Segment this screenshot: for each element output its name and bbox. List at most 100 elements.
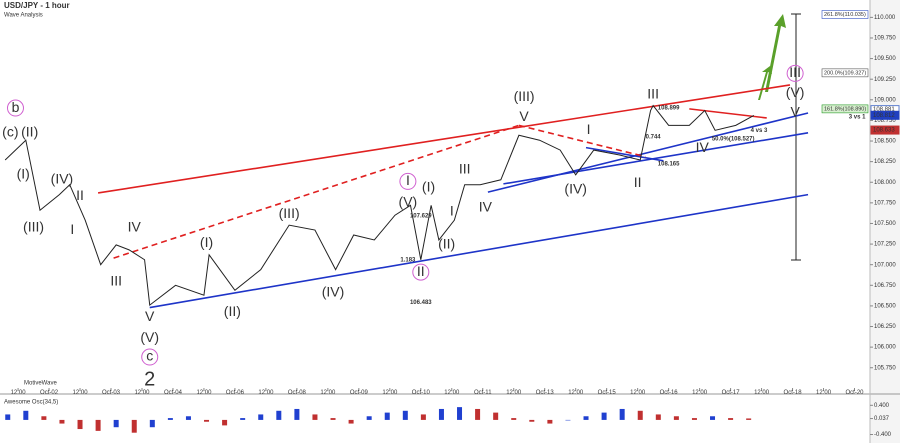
osc-bar — [167, 418, 173, 420]
fib-box — [821, 68, 869, 78]
wave-label: V — [790, 104, 800, 120]
x-tick-label: 12:00 — [568, 390, 584, 396]
osc-tick-label: 0.400 — [874, 403, 890, 409]
osc-bar — [113, 419, 119, 428]
osc-bar — [185, 416, 191, 420]
x-tick-label: 12:00 — [11, 390, 27, 396]
chart-subtitle: Wave Analysis — [4, 13, 43, 19]
x-tick-label: Oct-18 — [784, 390, 803, 396]
wave-label: III — [647, 86, 659, 102]
wave-label: V — [519, 108, 529, 124]
x-tick-label: Oct-17 — [722, 390, 741, 396]
osc-bar — [637, 410, 643, 420]
wave-circle — [412, 263, 430, 281]
wave-label: (III) — [514, 88, 535, 104]
wave-circle — [786, 64, 804, 82]
x-tick-label: 12:00 — [630, 390, 646, 396]
wave-label: 1.183 — [400, 257, 416, 263]
x-tick-label: Oct-13 — [536, 390, 555, 396]
wave-label: 2 — [144, 368, 155, 390]
x-tick-label: 12:00 — [754, 390, 770, 396]
y-tick-label: 109.500 — [874, 56, 896, 62]
wave-label: (c) — [2, 123, 18, 139]
wave-label: 108.165 — [658, 162, 680, 168]
wave-label: (IV) — [51, 170, 74, 186]
x-tick-label: 12:00 — [506, 390, 522, 396]
osc-bar — [710, 416, 716, 420]
wave-label: b — [12, 99, 20, 115]
y-tick-label: 107.250 — [874, 242, 896, 248]
fib-box — [821, 10, 869, 19]
y-tick-label: 106.500 — [874, 303, 896, 309]
x-tick-label: Oct-16 — [660, 390, 679, 396]
price-axis — [870, 0, 900, 443]
osc-bar — [59, 419, 65, 424]
wave-label: IV — [479, 199, 493, 215]
wave-label: (I) — [422, 179, 435, 195]
osc-bar — [565, 419, 571, 421]
price-marker-label: 108.633 — [873, 128, 895, 134]
x-tick-label: Oct-09 — [350, 390, 369, 396]
wave-label: (IV) — [564, 180, 587, 196]
wave-label: V — [145, 308, 155, 324]
osc-bar — [348, 419, 354, 424]
wave-label: (II) — [21, 123, 38, 139]
osc-bar — [655, 414, 661, 420]
price-marker-label: 108.812 — [873, 113, 895, 119]
wave-label: (III) — [23, 218, 44, 234]
x-tick-label: Oct-20 — [846, 390, 865, 396]
x-tick-label: Oct-10 — [412, 390, 431, 396]
osc-bar — [420, 414, 426, 420]
osc-bar — [511, 418, 517, 420]
osc-bar — [619, 408, 625, 420]
fib-label: 200.0%(109.327) — [824, 70, 866, 76]
price-line — [4, 104, 755, 307]
wave-label: (V) — [786, 84, 805, 100]
wave-label: I — [587, 121, 591, 137]
wave-label: III — [110, 273, 122, 289]
x-tick-label: 12:00 — [692, 390, 708, 396]
osc-bar — [204, 419, 210, 422]
fib-label: 161.8%(108.890) — [824, 106, 866, 112]
wave-label: (II) — [224, 303, 241, 319]
osc-bar — [222, 419, 228, 426]
trend-line — [503, 131, 809, 185]
osc-bar — [294, 408, 300, 420]
y-tick-label: 107.500 — [874, 221, 896, 227]
wave-label: III — [459, 161, 471, 177]
trend-line — [518, 124, 646, 158]
x-tick-label: Oct-15 — [598, 390, 617, 396]
x-tick-label: 12:00 — [73, 390, 89, 396]
trend-line — [149, 193, 809, 309]
wave-circle — [399, 172, 417, 190]
x-tick-label: 12:00 — [816, 390, 832, 396]
projection-arrow — [758, 66, 772, 100]
wave-label: 106.483 — [410, 300, 432, 306]
osc-bar — [583, 416, 589, 420]
y-tick-label: 106.250 — [874, 324, 896, 330]
x-tick-label: 12:00 — [196, 390, 212, 396]
trend-line — [689, 108, 767, 119]
wave-label: I — [70, 221, 74, 237]
y-tick-label: 107.000 — [874, 262, 896, 268]
wave-label: II — [634, 174, 642, 190]
wave-label: IV — [128, 218, 142, 234]
y-tick-label: 106.750 — [874, 283, 896, 289]
wave-label: IV — [696, 139, 710, 155]
osc-bar — [258, 414, 264, 420]
wave-label: (II) — [438, 236, 455, 252]
osc-bar — [41, 416, 47, 420]
x-tick-label: 12:00 — [258, 390, 274, 396]
x-tick-label: 12:00 — [444, 390, 460, 396]
osc-bar — [547, 419, 553, 424]
y-tick-label: 110.000 — [874, 15, 896, 21]
chart-title: USD/JPY - 1 hour — [4, 1, 70, 10]
y-tick-label: 107.750 — [874, 200, 896, 206]
price-marker — [870, 125, 900, 135]
osc-bar — [438, 408, 444, 420]
osc-tick-label: -0.400 — [874, 432, 892, 438]
osc-bar — [746, 418, 752, 420]
osc-bar — [276, 410, 282, 420]
wave-label: I — [450, 203, 454, 219]
